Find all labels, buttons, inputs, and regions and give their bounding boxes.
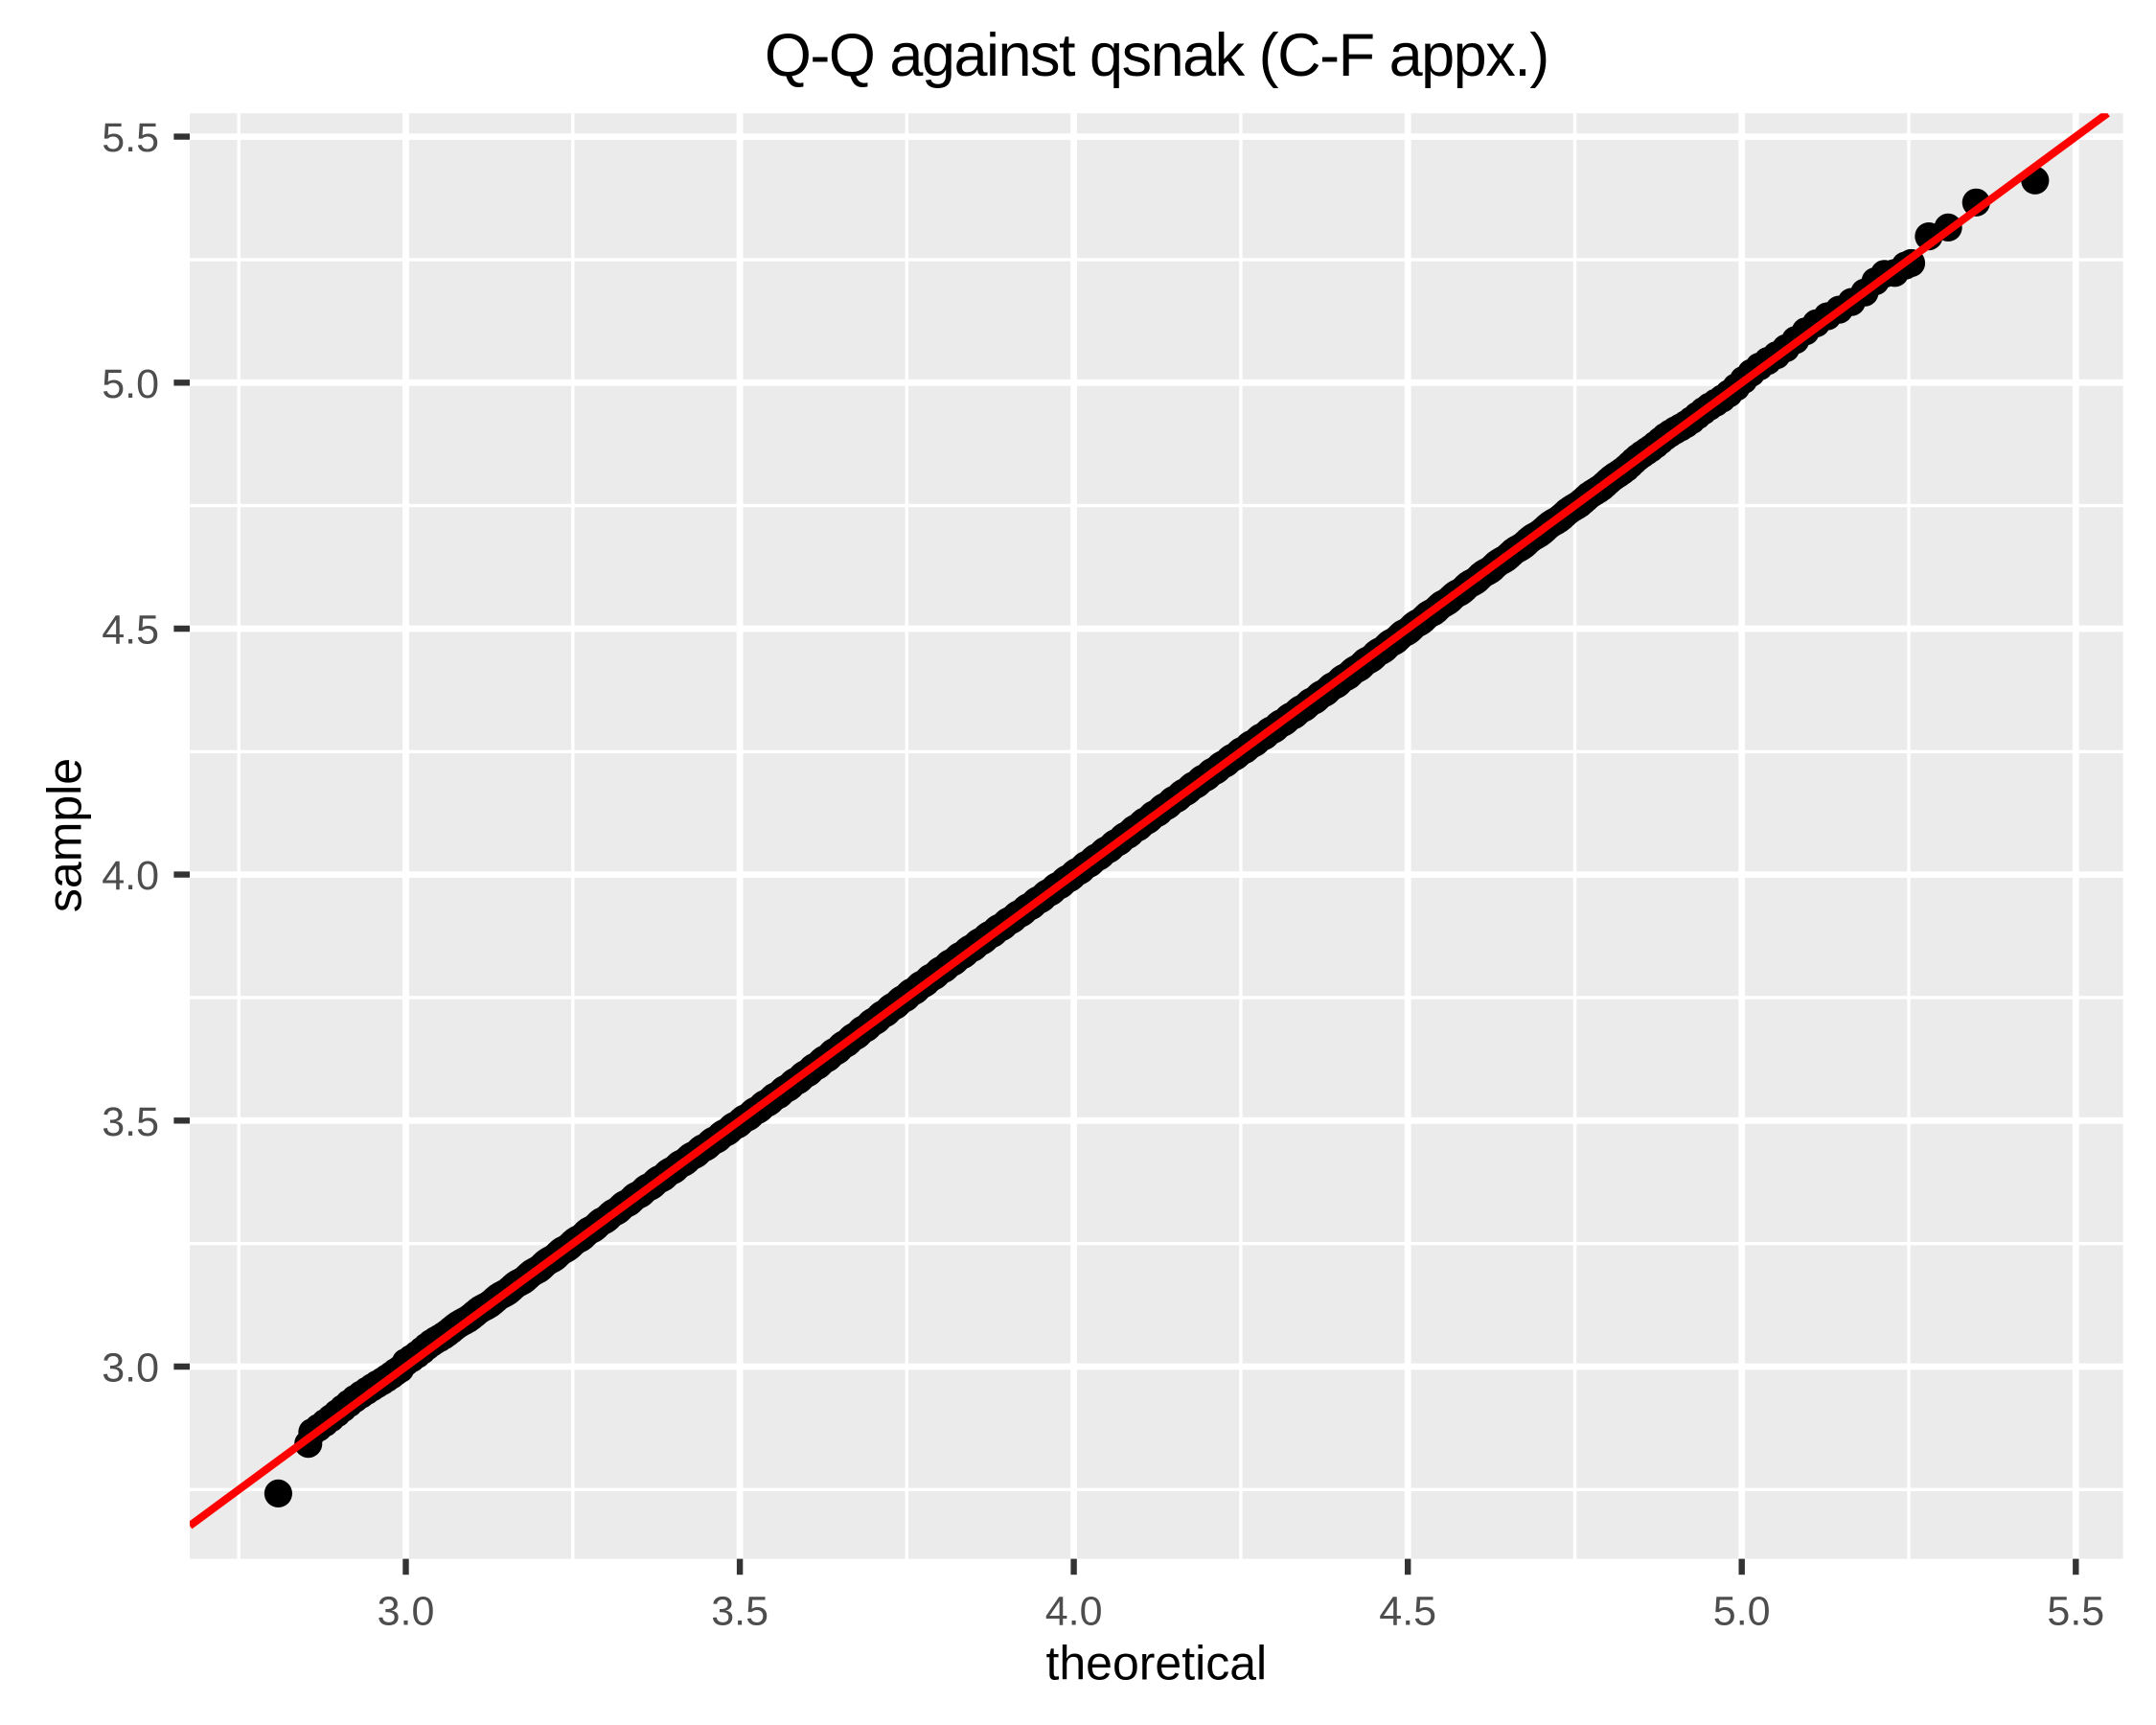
svg-text:3.5: 3.5 (711, 1589, 768, 1635)
svg-text:4.5: 4.5 (1379, 1589, 1436, 1635)
svg-text:5.0: 5.0 (1713, 1589, 1771, 1635)
svg-text:5.5: 5.5 (2047, 1589, 2104, 1635)
svg-text:3.5: 3.5 (102, 1099, 159, 1145)
svg-text:5.5: 5.5 (102, 115, 159, 161)
svg-text:theoretical: theoretical (1045, 1636, 1267, 1690)
svg-text:3.0: 3.0 (378, 1589, 435, 1635)
svg-text:Q-Q against qsnak (C-F appx.): Q-Q against qsnak (C-F appx.) (765, 22, 1548, 89)
svg-text:4.0: 4.0 (1045, 1589, 1103, 1635)
svg-text:sample: sample (38, 758, 92, 912)
svg-text:4.5: 4.5 (102, 608, 159, 654)
svg-text:4.0: 4.0 (102, 853, 159, 899)
svg-text:5.0: 5.0 (102, 361, 159, 407)
svg-text:3.0: 3.0 (102, 1346, 159, 1392)
